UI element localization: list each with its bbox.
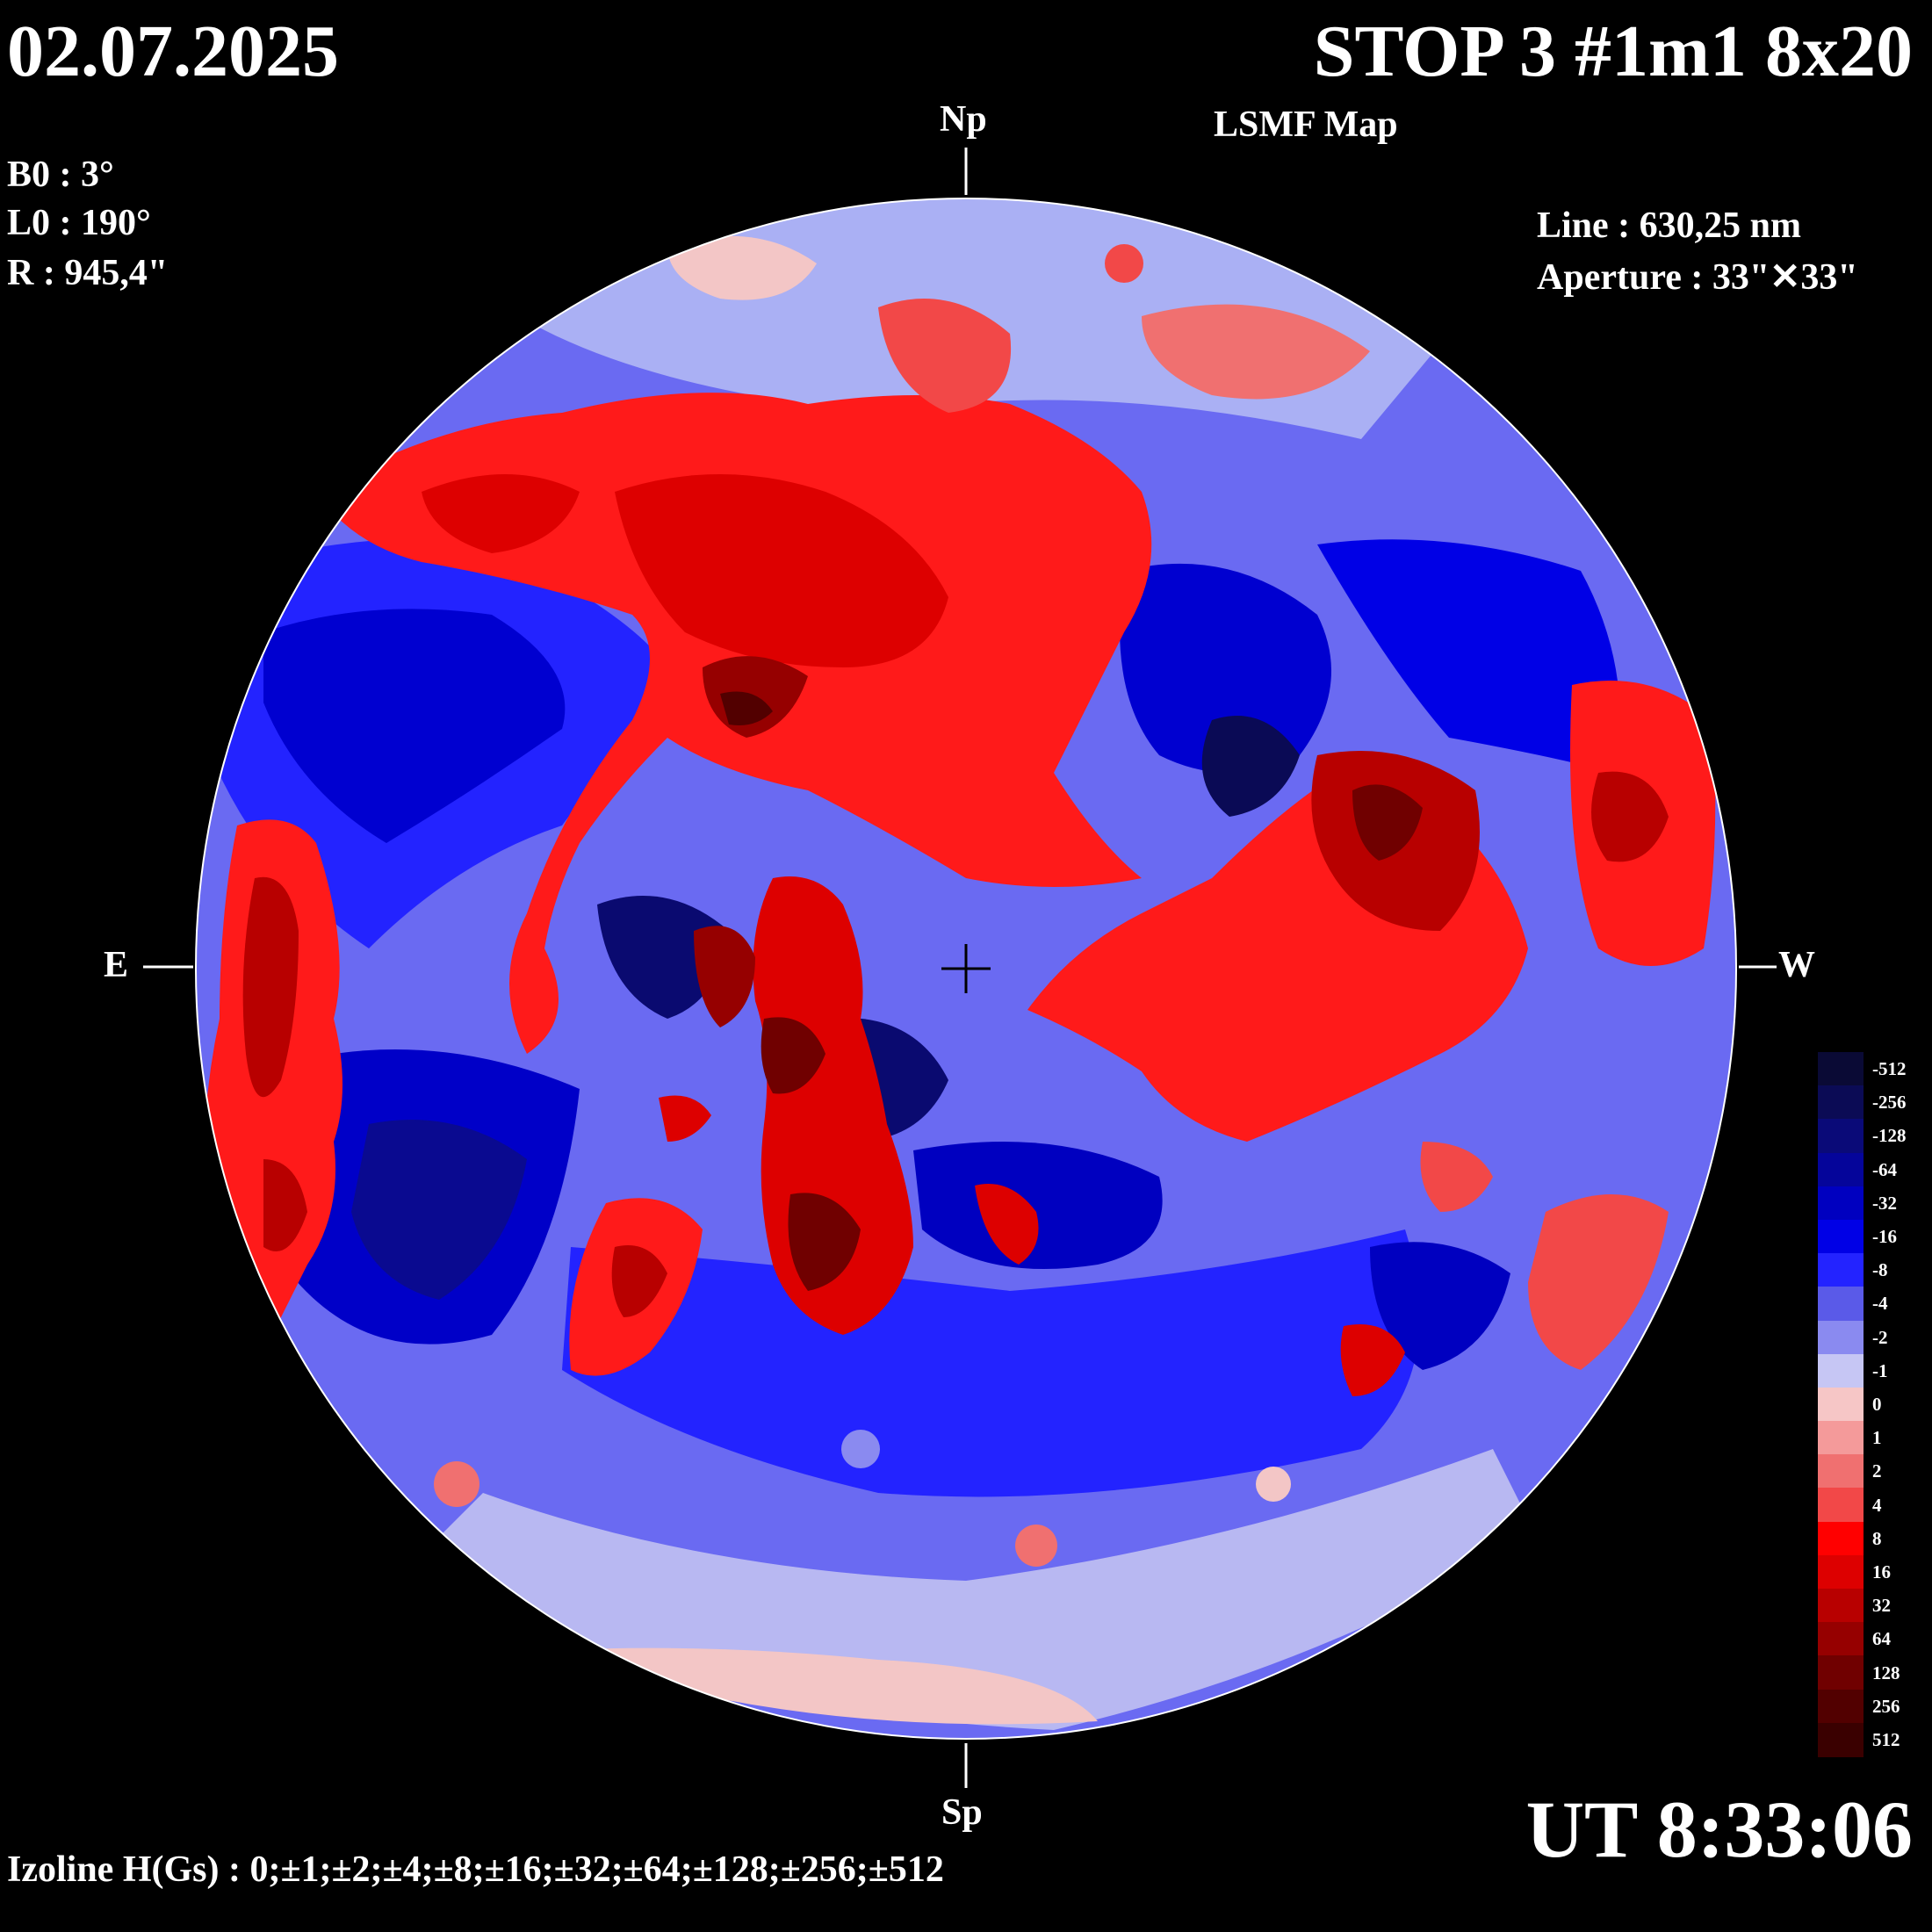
map-subtitle: LSMF Map — [1214, 105, 1398, 145]
scale-label: 512 — [1872, 1728, 1900, 1750]
scale-swatch — [1818, 1186, 1864, 1221]
scale-swatch — [1818, 1387, 1864, 1423]
izoline-legend: Izoline H(Gs) : 0;±1;±2;±4;±8;±16;±32;±6… — [7, 1849, 944, 1890]
scale-label: -4 — [1872, 1293, 1888, 1315]
scale-swatch — [1818, 1219, 1864, 1255]
scale-label: -256 — [1872, 1092, 1907, 1114]
line-wavelength: Line : 630,25 nm — [1537, 205, 1802, 246]
scale-swatch — [1818, 1052, 1864, 1087]
map-title: STOP 3 #1m1 8x20 — [1313, 11, 1913, 92]
scale-label: 256 — [1872, 1695, 1900, 1717]
scale-swatch — [1818, 1722, 1864, 1757]
scale-swatch — [1818, 1287, 1864, 1322]
west-label: W — [1778, 945, 1815, 985]
scale-label: -1 — [1872, 1359, 1888, 1381]
scale-swatch — [1818, 1589, 1864, 1624]
scale-label: 2 — [1872, 1460, 1882, 1482]
scale-swatch — [1818, 1689, 1864, 1724]
scale-swatch — [1818, 1622, 1864, 1657]
scale-label: -128 — [1872, 1125, 1907, 1147]
scale-swatch — [1818, 1085, 1864, 1121]
scale-label: 16 — [1872, 1561, 1891, 1582]
scale-label: -512 — [1872, 1058, 1907, 1080]
scale-swatch — [1818, 1421, 1864, 1456]
param-radius: R : 945,4" — [7, 253, 169, 293]
color-scale — [1818, 1052, 1864, 1757]
scale-label: 0 — [1872, 1394, 1882, 1415]
scale-label: 64 — [1872, 1628, 1891, 1650]
east-label: E — [104, 945, 129, 985]
north-label: Np — [940, 99, 987, 140]
scale-label: -32 — [1872, 1192, 1897, 1214]
scale-swatch — [1818, 1554, 1864, 1590]
scale-label: -8 — [1872, 1259, 1888, 1281]
scale-swatch — [1818, 1320, 1864, 1355]
scale-swatch — [1818, 1119, 1864, 1154]
ut-time: UT 8:33:06 — [1525, 1784, 1913, 1874]
scale-label: -16 — [1872, 1226, 1897, 1248]
param-l0: L0 : 190° — [7, 203, 151, 243]
scale-label: 8 — [1872, 1527, 1882, 1549]
disk-field — [196, 198, 1736, 1739]
scale-label: 128 — [1872, 1662, 1900, 1683]
scale-label: 32 — [1872, 1595, 1891, 1617]
scale-swatch — [1818, 1655, 1864, 1690]
scale-swatch — [1818, 1152, 1864, 1187]
scale-swatch — [1818, 1454, 1864, 1489]
scale-label: 1 — [1872, 1427, 1882, 1449]
date: 02.07.2025 — [7, 11, 339, 92]
scale-label: 4 — [1872, 1494, 1882, 1516]
aperture: Aperture : 33"✕33" — [1537, 257, 1858, 298]
scale-swatch — [1818, 1353, 1864, 1388]
scale-swatch — [1818, 1488, 1864, 1523]
scale-swatch — [1818, 1253, 1864, 1288]
south-label: Sp — [941, 1792, 983, 1833]
scale-label: -64 — [1872, 1158, 1897, 1180]
param-b0: B0 : 3° — [7, 155, 114, 195]
scale-label: -2 — [1872, 1326, 1888, 1348]
scale-swatch — [1818, 1521, 1864, 1556]
center-crosshair — [941, 944, 991, 993]
